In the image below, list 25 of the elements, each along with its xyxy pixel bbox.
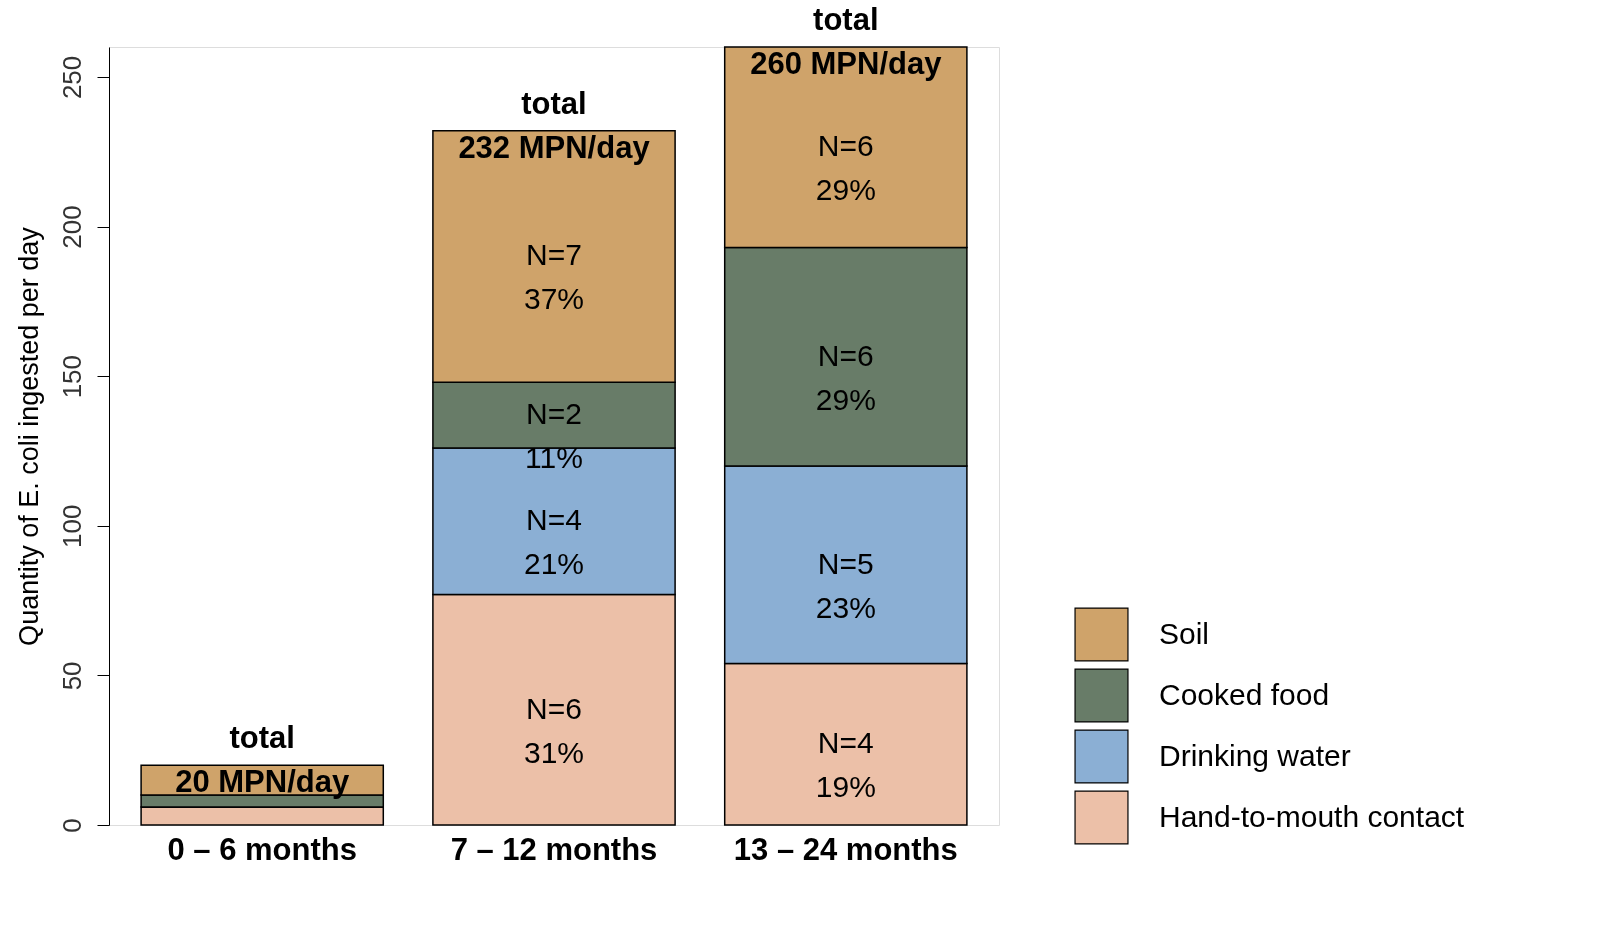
annotation: N=2 11% [525, 397, 583, 475]
legend-label: Hand-to-mouth contact [1159, 799, 1465, 833]
annotation: N=6 29% [815, 129, 876, 207]
y-tick-label: 250 [56, 55, 87, 100]
legend-label: Drinking water [1159, 738, 1351, 772]
legend-label: Soil [1159, 616, 1210, 650]
annotation: N=6 29% [815, 338, 876, 416]
annotation: N=6 31% [523, 691, 585, 769]
total-label: total 20 MPN/day [175, 720, 350, 800]
annotation: N=4 19% [815, 726, 876, 804]
annotation: N=4 21% [523, 503, 585, 581]
annotation: N=5 23% [815, 546, 876, 624]
x-tick-label: 7 – 12 months [450, 831, 658, 867]
y-tick-label: 150 [56, 354, 87, 399]
x-tick-label: 13 – 24 months [733, 831, 958, 867]
y-tick-label: 100 [56, 504, 87, 548]
total-label: total 260 MPN/day [750, 2, 943, 81]
y-tick-label: 50 [56, 661, 87, 691]
x-tick-label: 0 – 6 months [167, 831, 357, 867]
y-axis-title: Quantity of E. coli ingested per day [13, 226, 44, 646]
y-tick-label: 0 [56, 818, 87, 833]
annotation: N=7 37% [523, 238, 585, 316]
legend-label: Cooked food [1159, 677, 1330, 711]
y-tick-label: 200 [56, 205, 87, 249]
total-label: total 232 MPN/day [458, 85, 651, 165]
